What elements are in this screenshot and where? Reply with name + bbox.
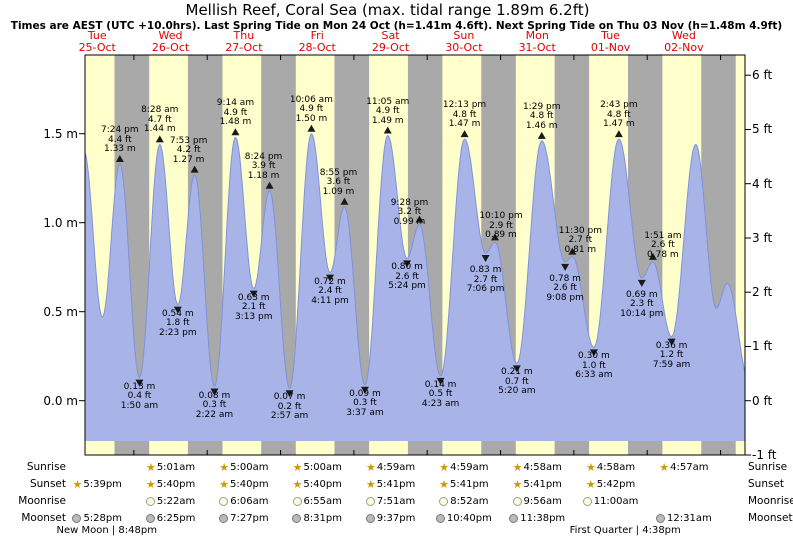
tide-high-marker	[537, 131, 546, 139]
tide-low-marker	[285, 390, 294, 398]
tide-high-marker	[265, 181, 274, 189]
tide-low-marker	[360, 386, 369, 394]
tide-curve	[84, 133, 746, 389]
tide-low-marker	[481, 255, 490, 263]
tide-low-marker	[403, 260, 412, 268]
tide-low-marker	[436, 377, 445, 385]
tide-high-marker	[460, 130, 469, 138]
tide-high-marker	[340, 197, 349, 205]
tide-area	[85, 133, 745, 442]
tide-low-marker	[667, 338, 676, 346]
tide-low-marker	[249, 290, 258, 298]
tide-low-marker	[589, 349, 598, 357]
tide-low-marker	[637, 279, 646, 287]
tide-high-marker	[648, 252, 657, 260]
page-subtitle: Times are AEST (UTC +10.0hrs). Last Spri…	[10, 20, 783, 32]
tide-high-marker	[307, 124, 316, 132]
tide-high-marker	[231, 128, 240, 136]
tide-high-marker	[383, 126, 392, 134]
tide-low-marker	[210, 388, 219, 396]
tide-low-marker	[561, 263, 570, 271]
tide-high-marker	[415, 215, 424, 223]
plot-frame	[84, 54, 746, 456]
tide-high-marker	[490, 233, 499, 241]
tide-high-marker	[614, 130, 623, 138]
tide-low-marker	[325, 274, 334, 282]
tide-low-marker	[512, 365, 521, 373]
tide-high-marker	[115, 155, 124, 163]
tide-high-marker	[155, 135, 164, 143]
page-title: Mellish Reef, Coral Sea (max. tidal rang…	[185, 1, 590, 19]
tide-low-marker	[173, 306, 182, 314]
tide-high-marker	[568, 247, 577, 255]
tide-low-marker	[135, 379, 144, 387]
tide-high-marker	[190, 165, 199, 173]
